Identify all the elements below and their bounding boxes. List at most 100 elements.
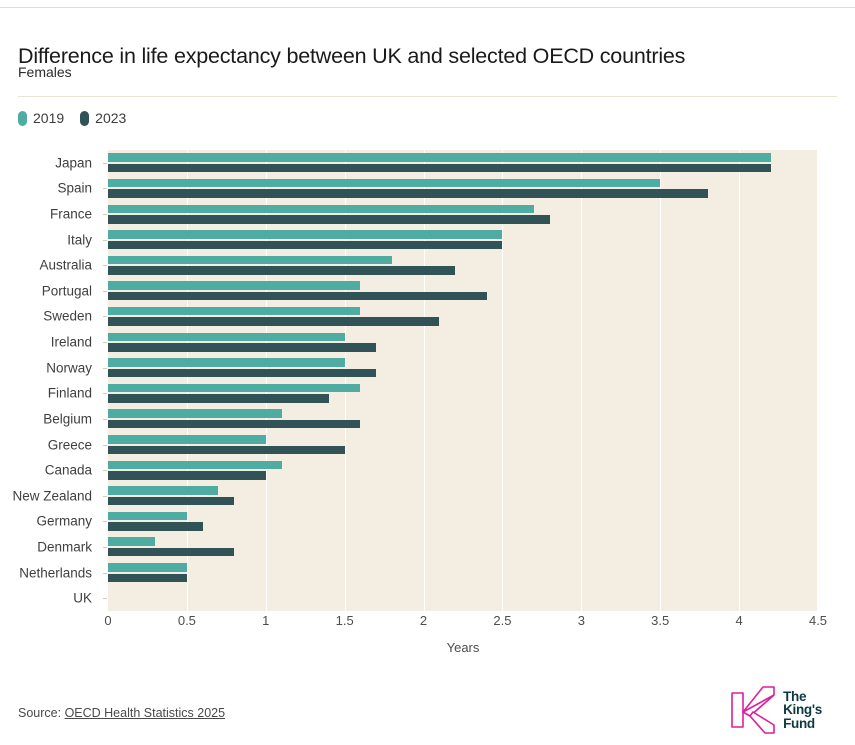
category-label-denmark: Denmark <box>37 539 92 555</box>
category-label-netherlands: Netherlands <box>19 565 92 581</box>
bar-2023-sweden <box>108 317 440 326</box>
category-tick <box>103 290 107 292</box>
kings-fund-k-icon <box>731 686 775 734</box>
x-tick-label: 1.5 <box>335 613 354 628</box>
bar-2023-belgium <box>108 419 361 429</box>
plot-area <box>108 150 818 611</box>
category-tick <box>103 470 107 472</box>
legend-item-2019: 2019 <box>18 110 64 126</box>
category-tick <box>103 521 107 523</box>
bar-2019-australia <box>108 255 392 265</box>
bar-2019-canada <box>108 460 282 470</box>
category-label-spain: Spain <box>57 180 92 196</box>
category-label-belgium: Belgium <box>43 411 92 427</box>
bar-2019-belgium <box>108 409 282 418</box>
bar-2019-japan <box>108 153 771 162</box>
bar-2019-new-zealand <box>108 486 219 495</box>
legend: 2019 2023 <box>18 110 126 126</box>
category-tick <box>103 239 107 241</box>
category-label-italy: Italy <box>67 232 92 248</box>
category-tick <box>103 546 107 548</box>
bar-2019-norway <box>108 358 345 367</box>
x-tick-label: 4.5 <box>808 613 828 628</box>
category-tick <box>103 495 107 497</box>
x-axis-label: Years <box>446 640 480 655</box>
bar-2019-portugal <box>108 281 361 290</box>
legend-swatch-icon <box>18 110 27 126</box>
category-tick <box>103 393 107 395</box>
legend-swatch-icon <box>80 110 90 126</box>
category-label-japan: Japan <box>55 155 92 171</box>
chart-title: Difference in life expectancy between UK… <box>18 44 686 69</box>
category-label-finland: Finland <box>47 385 92 401</box>
bar-2023-netherlands <box>108 573 187 583</box>
logo-line-3: Fund <box>783 715 815 731</box>
bar-2019-denmark <box>108 537 156 546</box>
category-label-portugal: Portugal <box>41 283 92 299</box>
bar-2023-germany <box>108 522 203 531</box>
bar-2023-australia <box>108 266 456 275</box>
category-labels: Japan Spain France Italy Australia Portugal Sw… <box>0 150 100 611</box>
bar-2023-japan <box>108 163 771 173</box>
gridline <box>739 150 741 611</box>
kings-fund-wordmark: The King's Fund <box>783 690 822 731</box>
category-label-greece: Greece <box>47 437 92 453</box>
source-note: Source: OECD Health Statistics 2025 <box>18 706 225 720</box>
category-tick <box>103 342 107 344</box>
category-tick <box>103 572 107 574</box>
source-prefix: Source: <box>18 706 65 720</box>
gridline <box>502 150 504 611</box>
x-tick-label: 0.5 <box>177 613 196 628</box>
bar-2019-germany <box>108 511 187 521</box>
category-label-france: France <box>49 206 92 222</box>
category-label-norway: Norway <box>46 360 92 376</box>
category-tick <box>103 162 107 164</box>
category-label-sweden: Sweden <box>43 308 92 324</box>
bar-2019-france <box>108 204 534 214</box>
bar-2023-new-zealand <box>108 496 235 506</box>
kings-fund-logo: The King's Fund <box>730 684 822 736</box>
category-tick <box>103 367 107 369</box>
bar-2023-denmark <box>108 547 235 557</box>
category-tick <box>103 188 107 190</box>
gridline <box>423 150 425 611</box>
category-tick <box>103 418 107 420</box>
bar-2023-ireland <box>108 343 377 352</box>
category-tick <box>103 598 107 600</box>
category-tick <box>103 214 107 216</box>
bar-2023-portugal <box>108 291 487 301</box>
gridline <box>344 150 346 611</box>
x-tick-label: 0 <box>104 613 112 628</box>
x-tick-label: 3.5 <box>651 613 670 628</box>
bar-2023-france <box>108 215 550 224</box>
x-tick-label: 3 <box>577 613 585 628</box>
bar-2019-spain <box>108 178 661 188</box>
gridline <box>581 150 583 611</box>
legend-item-2023: 2023 <box>80 110 126 126</box>
category-label-canada: Canada <box>44 462 92 478</box>
legend-label: 2023 <box>95 110 127 126</box>
category-label-uk: UK <box>73 590 92 606</box>
x-tick-label: 4 <box>735 613 743 628</box>
bar-2019-ireland <box>108 332 345 342</box>
category-label-ireland: Ireland <box>50 334 92 350</box>
gridline <box>186 150 188 611</box>
x-tick-label: 2.5 <box>493 613 512 628</box>
bar-2019-netherlands <box>108 563 187 572</box>
logo-line-2: King's <box>783 702 822 718</box>
bar-2019-sweden <box>108 306 361 316</box>
gridline <box>265 150 267 611</box>
header-divider <box>18 96 837 97</box>
bar-2023-spain <box>108 189 708 198</box>
logo-line-1: The <box>783 688 807 704</box>
chart-subtitle: Females <box>18 64 72 80</box>
gridline <box>817 150 818 611</box>
top-rule <box>0 7 855 8</box>
source-link[interactable]: OECD Health Statistics 2025 <box>64 706 226 720</box>
bar-2023-canada <box>108 471 266 480</box>
category-label-germany: Germany <box>36 513 92 529</box>
bar-2019-greece <box>108 435 266 444</box>
bar-2023-norway <box>108 368 377 378</box>
gridline <box>660 150 662 611</box>
